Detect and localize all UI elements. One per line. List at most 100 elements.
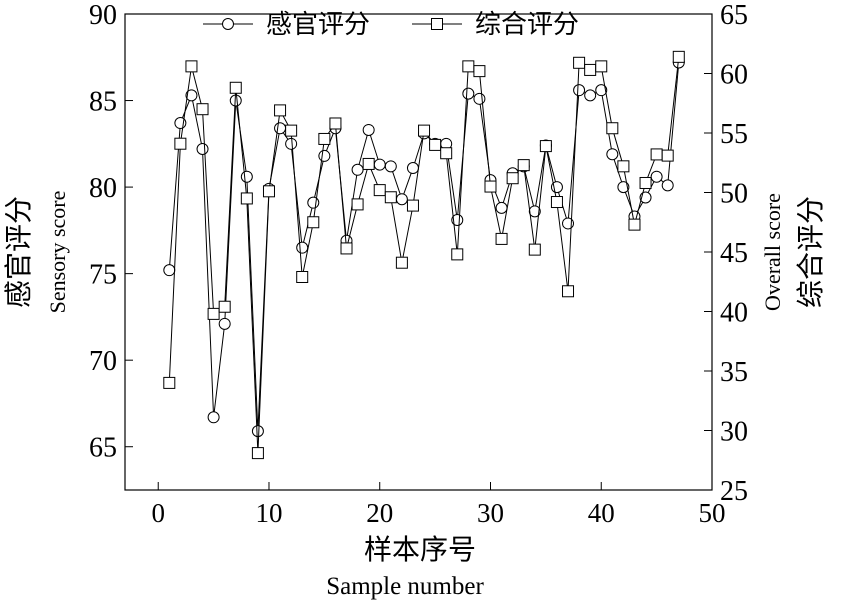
x-tick-label: 20 — [366, 498, 393, 528]
y-right-tick-label: 30 — [720, 417, 748, 448]
data-point-square — [429, 138, 442, 151]
y-right-tick-label: 55 — [720, 119, 748, 150]
data-point-square — [617, 160, 630, 173]
data-point-square — [440, 147, 453, 160]
y-right-tick-label: 40 — [720, 298, 748, 329]
data-point-circle — [495, 201, 508, 214]
data-point-square — [573, 56, 586, 69]
data-point-square — [340, 242, 353, 255]
data-point-circle — [318, 149, 331, 162]
data-point-square — [539, 140, 552, 153]
data-point-square — [262, 185, 275, 198]
data-point-square — [285, 124, 298, 137]
data-point-circle — [285, 137, 298, 150]
data-point-square — [174, 137, 187, 150]
data-point-circle — [196, 143, 209, 156]
x-tick-label: 10 — [255, 498, 282, 528]
data-point-square — [584, 63, 597, 76]
data-point-circle — [351, 163, 364, 176]
data-point-circle — [595, 84, 608, 97]
data-point-circle — [251, 425, 264, 438]
data-point-square — [562, 285, 575, 298]
data-point-square — [229, 81, 242, 94]
data-point-square — [495, 232, 508, 245]
data-point-square — [462, 60, 475, 73]
data-point-square — [296, 270, 309, 283]
data-point-circle — [384, 160, 397, 173]
data-point-square — [528, 243, 541, 256]
data-point-square — [473, 65, 486, 78]
legend-marker-square — [431, 18, 443, 30]
data-point-square — [163, 376, 176, 389]
x-axis-label-en: Sample number — [326, 573, 484, 600]
y-right-tick-label: 50 — [720, 179, 748, 210]
data-point-circle — [650, 170, 663, 183]
data-point-square — [185, 60, 198, 73]
y-right-tick-label: 65 — [720, 0, 748, 31]
y-right-tick-label: 60 — [720, 60, 748, 91]
data-point-circle — [406, 162, 419, 175]
x-tick-label: 40 — [588, 498, 615, 528]
x-tick-label: 0 — [151, 498, 165, 528]
data-point-square — [550, 196, 563, 209]
data-point-circle — [240, 170, 253, 183]
axis-layer: 0 10 20 30 40 50 65 70 75 80 85 90 25 30 35 40 45 50 55 60 6… — [89, 0, 748, 528]
data-point-circle — [451, 213, 464, 226]
data-point-square — [373, 184, 386, 197]
legend: 感官评分 综合评分 — [203, 10, 579, 39]
y-right-tick-label: 25 — [720, 476, 748, 507]
data-point-square — [595, 60, 608, 73]
data-point-square — [240, 192, 253, 205]
data-point-circle — [373, 158, 386, 171]
data-point-square — [362, 157, 375, 170]
data-point-circle — [573, 84, 586, 97]
data-point-square — [251, 447, 264, 460]
legend-label-overall: 综合评分 — [475, 10, 579, 39]
y-left-tick-label: 70 — [89, 346, 117, 377]
data-point-square — [650, 148, 663, 161]
data-point-square — [606, 122, 619, 135]
data-point-square — [307, 216, 320, 229]
series-line-overall — [168, 56, 680, 454]
data-point-square — [517, 159, 530, 172]
data-point-square — [395, 256, 408, 269]
data-point-circle — [362, 123, 375, 136]
data-point-square — [661, 149, 674, 162]
data-point-square — [451, 248, 464, 261]
data-point-square — [406, 199, 419, 212]
data-point-circle — [185, 89, 198, 102]
data-point-square — [484, 180, 497, 193]
data-point-circle — [617, 181, 630, 194]
y-left-tick-label: 75 — [89, 260, 117, 291]
y-left-tick-label: 90 — [89, 0, 117, 31]
data-point-square — [384, 191, 397, 204]
legend-label-sensory: 感官评分 — [266, 10, 370, 39]
data-point-circle — [395, 193, 408, 206]
data-point-circle — [606, 148, 619, 161]
x-tick-label: 30 — [477, 498, 504, 528]
data-point-circle — [296, 241, 309, 254]
data-point-square — [274, 104, 287, 117]
data-point-square — [218, 300, 231, 313]
data-point-square — [672, 50, 685, 63]
x-axis-label: 样本序号 — [364, 534, 476, 566]
data-point-square — [506, 172, 519, 185]
data-point-circle — [473, 92, 486, 105]
y-axis-label-left-en: Sensory score — [45, 191, 70, 314]
y-left-tick-label: 80 — [89, 173, 117, 204]
data-point-circle — [163, 264, 176, 277]
y-axis-label-right-en: Overall score — [760, 193, 785, 311]
legend-marker-circle — [222, 18, 234, 30]
data-point-circle — [661, 179, 674, 192]
x-tick-label: 50 — [699, 498, 726, 528]
y-right-tick-label: 45 — [720, 238, 748, 269]
y-left-tick-label: 85 — [89, 87, 117, 118]
data-point-circle — [307, 196, 320, 209]
y-right-tick-label: 35 — [720, 357, 748, 388]
y-left-tick-label: 65 — [89, 433, 117, 464]
series-layer — [163, 50, 685, 460]
data-point-square — [207, 307, 220, 320]
data-point-square — [329, 117, 342, 130]
y-axis-label-left: 感官评分 — [3, 196, 35, 308]
